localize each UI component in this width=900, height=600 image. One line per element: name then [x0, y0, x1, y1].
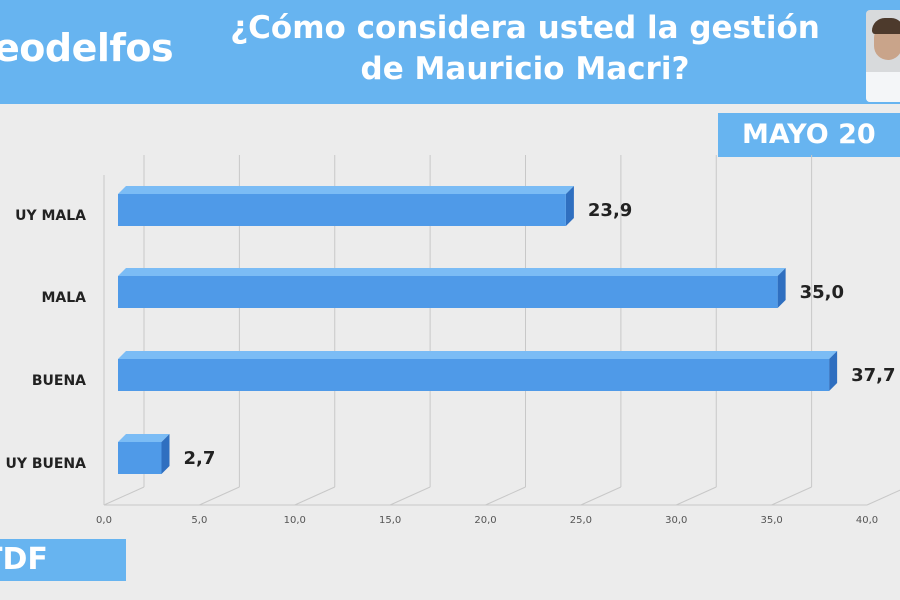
source-badge-label: TDF: [0, 542, 48, 577]
x-tick-label: 35,0: [760, 515, 782, 526]
bar: [118, 276, 778, 308]
chart-title: ¿Cómo considera usted la gestión de Maur…: [180, 8, 870, 90]
bar-top-face: [118, 351, 838, 359]
x-tick-label: 20,0: [474, 515, 496, 526]
floor-gridline: [389, 486, 431, 506]
portrait-shirt: [866, 72, 900, 102]
floor-gridline: [676, 486, 717, 506]
source-badge: TDF: [0, 539, 126, 581]
date-badge: MAYO 20: [718, 113, 900, 157]
floor-gridline: [866, 489, 900, 506]
x-tick-label: 40,0: [856, 515, 878, 526]
category-label: UY BUENA: [5, 456, 86, 472]
category-label: BUENA: [32, 373, 86, 389]
x-tick-label: 25,0: [570, 515, 592, 526]
x-tick-label: 15,0: [379, 515, 401, 526]
header-banner: eodelfos ¿Cómo considera usted la gestió…: [0, 0, 900, 104]
bar: [118, 442, 162, 474]
chart-title-line-2: de Mauricio Macri?: [360, 51, 690, 87]
bar-side-face: [161, 434, 170, 474]
floor-gridline: [580, 486, 622, 506]
data-label: 2,7: [184, 448, 216, 469]
bar-side-face: [777, 268, 786, 308]
bar-side-face: [565, 186, 574, 226]
bar-top-face: [118, 186, 574, 194]
x-tick-label: 10,0: [284, 515, 306, 526]
x-tick-label: 5,0: [191, 515, 207, 526]
bar: [118, 194, 566, 226]
x-tick-label: 30,0: [665, 515, 687, 526]
data-label: 35,0: [800, 282, 844, 303]
portrait-photo: [866, 10, 900, 102]
floor-gridline: [294, 486, 335, 506]
floor-gridline: [199, 486, 240, 506]
bar-top-face: [118, 268, 786, 276]
floor-gridline: [485, 486, 526, 506]
x-tick-label: 0,0: [96, 515, 112, 526]
data-label: 23,9: [588, 200, 632, 221]
portrait-hair: [872, 18, 900, 34]
floor-gridline: [103, 486, 145, 506]
category-label: MALA: [41, 290, 86, 306]
brand-logo-text: eodelfos: [0, 26, 174, 70]
data-label: 37,7: [851, 365, 895, 386]
chart-title-line-1: ¿Cómo considera usted la gestión: [230, 10, 820, 46]
floor-gridline: [771, 486, 812, 506]
bar-side-face: [829, 351, 838, 391]
category-label: UY MALA: [15, 208, 86, 224]
bar: [118, 359, 830, 391]
bar-top-face: [118, 434, 170, 442]
